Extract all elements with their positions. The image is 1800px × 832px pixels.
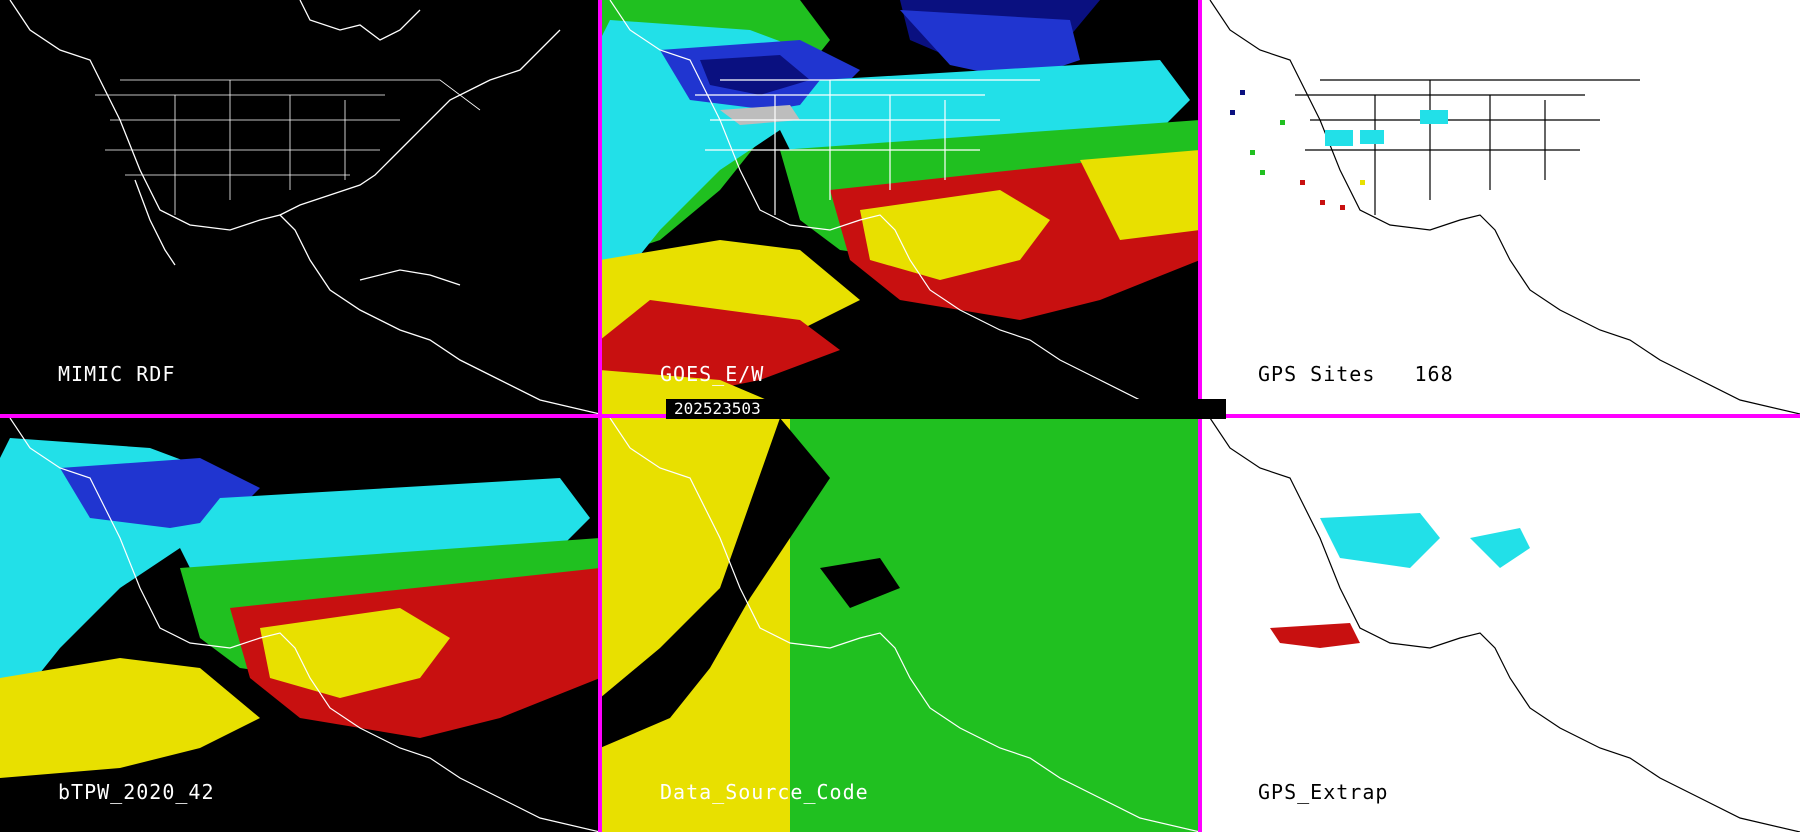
panel-label: MIMIC RDF <box>58 362 176 386</box>
panel-btpw: bTPW_2020_42 <box>0 418 600 832</box>
coastline <box>609 0 1200 414</box>
extrap-field <box>1270 513 1530 648</box>
coastline <box>1209 0 1800 414</box>
panel-gps-extrap: GPS_Extrap <box>1200 418 1800 832</box>
panel-label: GPS Sites 168 <box>1258 362 1454 386</box>
mimic-rdf-map <box>9 0 600 414</box>
coastline <box>9 418 600 832</box>
source-field <box>600 418 1200 832</box>
panel-label: Data_Source_Code <box>660 780 869 804</box>
tpw-field <box>0 438 600 778</box>
data-source-map <box>600 418 1200 832</box>
timestamp-bar: 202523503 <box>666 399 1226 419</box>
panel-data-source-code: Data_Source_Code <box>600 418 1200 832</box>
gps-site-count: 168 <box>1414 362 1454 386</box>
coastline <box>9 0 600 414</box>
panel-goes-ew: GOES_E/W <box>600 0 1200 414</box>
gps-site-markers <box>1230 90 1448 210</box>
panel-gps-sites: GPS Sites 168 <box>1200 0 1800 414</box>
state-borders <box>95 79 481 215</box>
panel-label: bTPW_2020_42 <box>58 780 215 804</box>
goes-ew-map <box>600 0 1200 414</box>
btpw-map <box>0 418 600 832</box>
tpw-field <box>600 0 1200 414</box>
panel-label: GPS_Extrap <box>1258 780 1389 804</box>
panel-label: GOES_E/W <box>660 362 765 386</box>
gps-sites-map <box>1209 0 1800 414</box>
coastline <box>609 418 1200 832</box>
separator-vertical-left <box>598 0 602 832</box>
coastline <box>1209 418 1800 832</box>
gps-extrap-map <box>1209 418 1800 832</box>
gps-sites-label: GPS Sites <box>1258 362 1376 386</box>
panel-mimic-rdf: MIMIC RDF <box>0 0 600 414</box>
